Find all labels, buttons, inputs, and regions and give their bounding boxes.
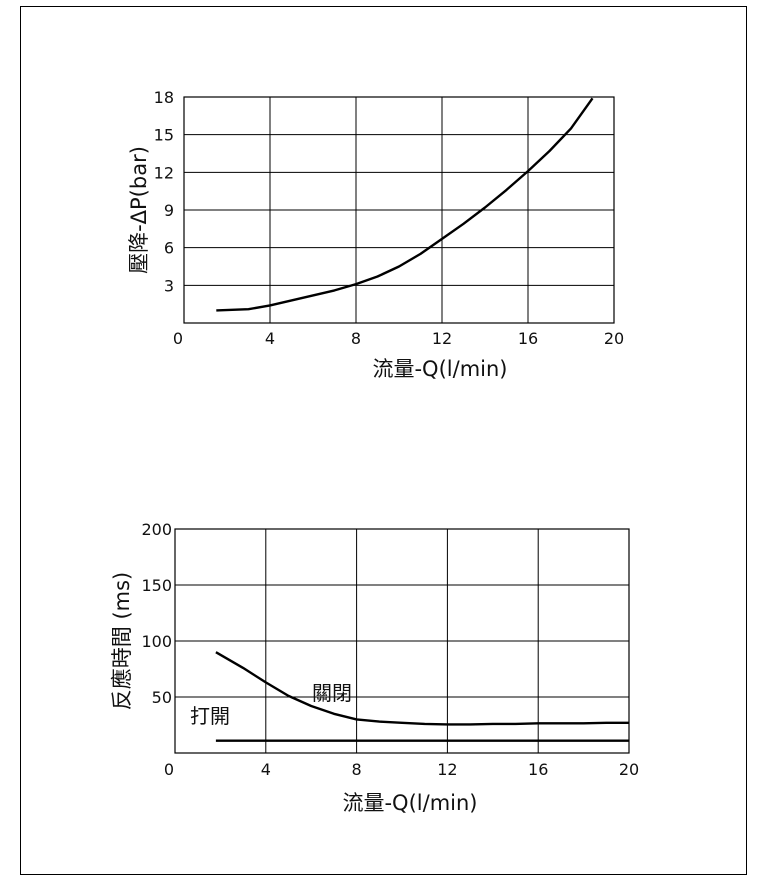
x-tick-label: 12 [437, 760, 457, 779]
x-tick-label: 4 [265, 329, 275, 348]
x-tick-label: 12 [432, 329, 452, 348]
y-tick-label: 9 [164, 201, 174, 220]
x-axis-title: 流量-Q(l/min) [372, 357, 507, 381]
y-tick-label: 18 [154, 88, 174, 107]
x-tick-label: 4 [261, 760, 271, 779]
x-axis-title: 流量-Q(l/min) [342, 791, 477, 815]
x-tick-label: 20 [604, 329, 624, 348]
x-tick-label: 8 [352, 760, 362, 779]
y-tick-label: 12 [154, 163, 174, 182]
y-tick-label: 15 [154, 126, 174, 145]
x-tick-label: 16 [518, 329, 538, 348]
figure-frame [20, 6, 747, 875]
series-label: 關閉 [312, 681, 352, 705]
y-axis-title: 壓降-ΔP(bar) [127, 146, 151, 274]
series-line [216, 97, 594, 312]
plot-area-border [183, 96, 615, 324]
x-tick-label: 0 [173, 329, 183, 348]
y-axis-title: 反應時間 (ms) [110, 572, 134, 710]
response-time-chart: 0 4 8 12 16 20 50 100 150 200 流量-Q(l/min) 反應時間 (ms)… [110, 520, 639, 815]
x-tick-label: 0 [164, 760, 174, 779]
x-tick-label: 16 [528, 760, 548, 779]
y-tick-label: 50 [152, 688, 172, 707]
y-tick-label: 150 [141, 576, 172, 595]
y-tick-label: 3 [164, 276, 174, 295]
y-tick-label: 6 [164, 239, 174, 258]
series-label: 打開 [190, 704, 230, 728]
y-tick-label: 200 [141, 520, 172, 539]
y-tick-label: 100 [141, 632, 172, 651]
plot-area-border [174, 528, 630, 754]
x-tick-label: 20 [619, 760, 639, 779]
series-line [215, 651, 629, 726]
pressure-drop-chart: 0 4 8 12 16 20 3 6 9 12 15 18 流量-Q(l/min) 壓降-ΔP(bar) [127, 88, 624, 381]
x-tick-label: 8 [351, 329, 361, 348]
